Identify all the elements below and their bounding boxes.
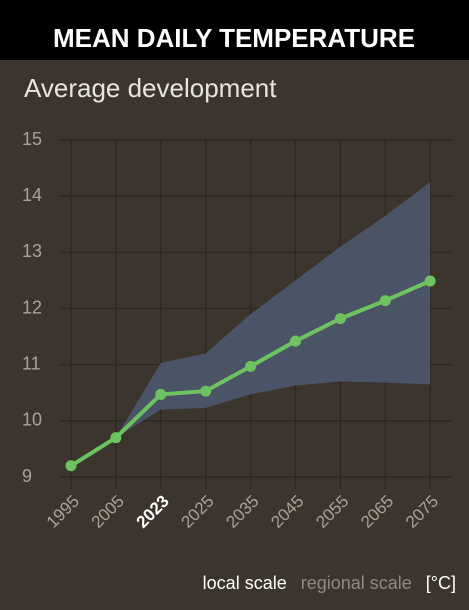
y-tick-label: 9 — [22, 466, 32, 486]
data-point — [155, 388, 167, 400]
y-tick-label: 13 — [22, 241, 42, 261]
range-area — [115, 182, 431, 438]
y-tick-label: 11 — [22, 353, 41, 373]
y-tick-label: 15 — [22, 129, 42, 149]
legend-entry: local scale — [203, 573, 287, 593]
data-point — [379, 295, 391, 307]
chart-subtitle: Average development — [24, 73, 277, 103]
data-point — [200, 385, 212, 397]
unit-label: [°C] — [426, 573, 456, 593]
data-point — [334, 313, 346, 325]
data-point — [245, 360, 257, 372]
data-point — [110, 432, 122, 444]
y-tick-label: 14 — [22, 185, 42, 205]
header — [0, 0, 469, 60]
legend-entry: regional scale — [301, 573, 412, 593]
y-tick-label: 10 — [22, 410, 42, 430]
y-tick-label: 12 — [22, 297, 42, 317]
data-point — [290, 335, 301, 347]
data-point — [65, 460, 77, 472]
chart-title: MEAN DAILY TEMPERATURE — [53, 23, 415, 53]
data-point — [424, 275, 436, 287]
